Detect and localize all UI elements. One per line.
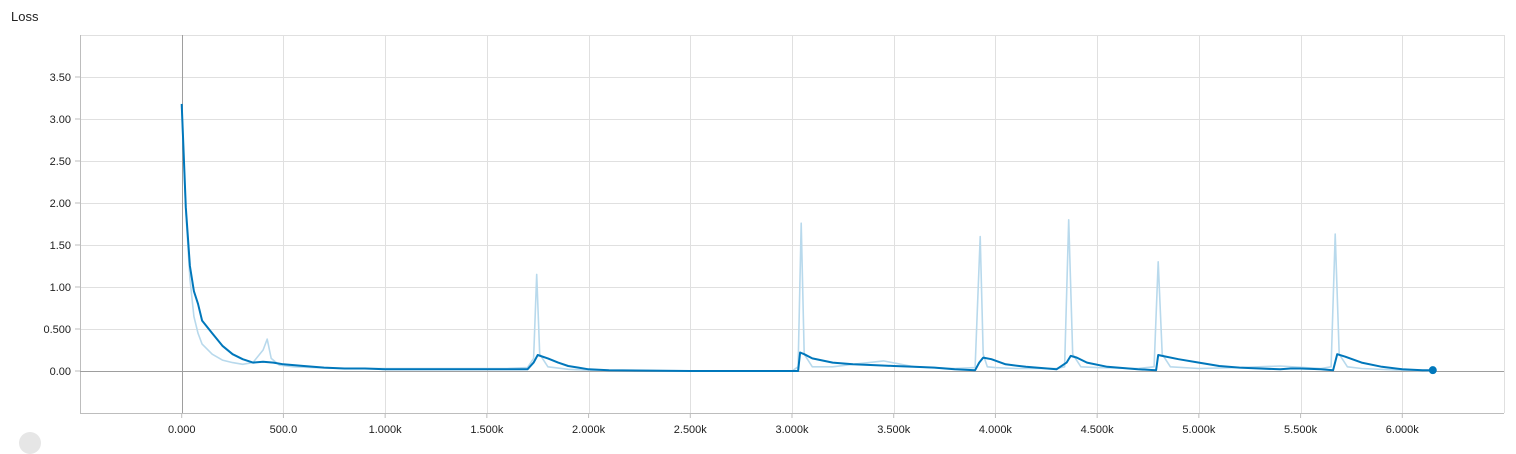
x-tick-label: 5.000k (1182, 424, 1216, 436)
grid (80, 35, 1505, 414)
x-tick-label: 5.500k (1284, 424, 1318, 436)
series (180, 103, 1437, 375)
y-tick-label: 3.50 (50, 72, 71, 84)
x-tick-label: 4.500k (1081, 424, 1115, 436)
x-tick-label: 2.500k (674, 424, 708, 436)
x-tick-label: 3.000k (775, 424, 809, 436)
axes (75, 35, 1505, 418)
x-tick-label: 4.000k (979, 424, 1013, 436)
x-tick-label: 500.0 (270, 424, 298, 436)
last-point-marker (1428, 366, 1437, 375)
y-tick-label: 1.50 (50, 240, 71, 252)
y-tick-label: 1.00 (50, 282, 71, 294)
chart-title: Loss (11, 9, 39, 24)
x-tick-label: 6.000k (1386, 424, 1420, 436)
loss-chart: 0.000 500.0 1.000k 1.500k 2.000k 2.500k 3.000k… (43, 35, 1505, 436)
y-tick-label: 0.500 (43, 324, 71, 336)
x-tick-label: 0.000 (168, 424, 196, 436)
x-tick-label: 1.500k (470, 424, 504, 436)
corner-button[interactable] (19, 432, 41, 454)
y-tick-label: 3.00 (50, 114, 71, 126)
x-tick-label: 1.000k (369, 424, 403, 436)
x-tick-label: 3.500k (877, 424, 911, 436)
series-line-smoothed (180, 103, 1433, 372)
x-tick-label: 2.000k (572, 424, 606, 436)
y-tick-label: 2.50 (50, 156, 71, 168)
y-tick-label: 2.00 (50, 198, 71, 210)
tick-labels: 0.000 500.0 1.000k 1.500k 2.000k 2.500k 3.000k… (43, 72, 1419, 436)
series-line-raw (180, 106, 1433, 372)
y-tick-label: 0.00 (50, 366, 71, 378)
